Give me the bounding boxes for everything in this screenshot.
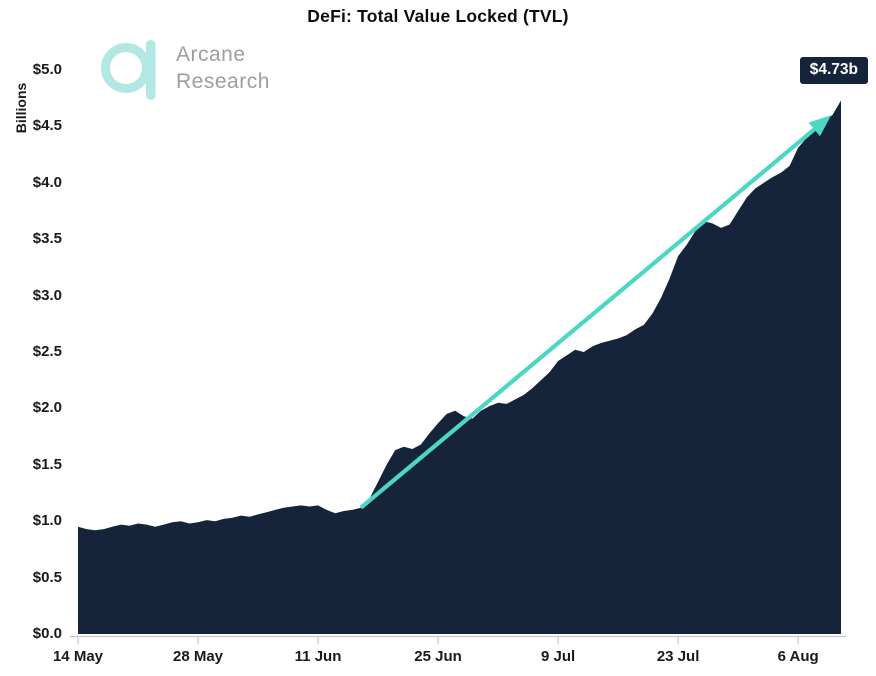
- y-tick-label: $2.5: [32, 343, 62, 360]
- y-tick-label: $4.0: [32, 173, 62, 191]
- x-tick-label: 23 Jul: [656, 648, 700, 665]
- arcane-research-logo: Arcane Research: [98, 34, 270, 102]
- trend-arrow: [359, 115, 832, 510]
- x-tick-label: 28 May: [172, 648, 224, 665]
- logo-text-line1: Arcane: [176, 43, 246, 66]
- y-tick-label: $5.0: [32, 61, 62, 78]
- y-tick-label: $1.5: [32, 455, 62, 473]
- x-tick-label: 6 Aug: [777, 648, 819, 665]
- x-tick-label: 14 May: [52, 648, 104, 665]
- chart-title: DeFi: Total Value Locked (TVL): [307, 6, 569, 26]
- y-tick-label: $3.5: [32, 230, 62, 248]
- x-tick-label: 9 Jul: [540, 648, 576, 665]
- x-tick-label: 25 Jun: [414, 648, 462, 665]
- arcane-logo-icon: [101, 40, 156, 100]
- y-tick-label: $2.0: [32, 399, 62, 417]
- y-tick-label: $1.0: [32, 512, 62, 530]
- logo-text-line2: Research: [176, 70, 270, 93]
- x-tick-label: 11 Jun: [294, 648, 342, 665]
- y-tick-label: $4.5: [32, 117, 62, 135]
- logo-text: Arcane Research: [176, 41, 270, 95]
- y-tick-label: $0.0: [32, 625, 62, 642]
- tvl-area-series: [78, 100, 841, 634]
- tvl-value-callout: $4.73b: [799, 57, 868, 84]
- y-tick-label: $0.5: [32, 568, 62, 586]
- y-tick-label: $3.0: [32, 286, 62, 304]
